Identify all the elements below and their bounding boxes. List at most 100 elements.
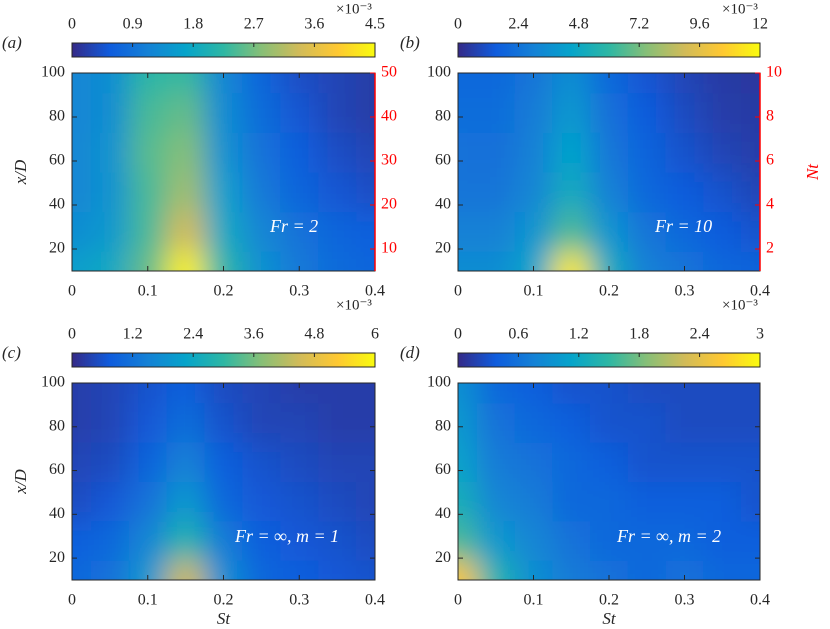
field-cell [318,560,357,580]
y-tick-label: 100 [427,64,451,81]
field-cell [318,132,357,173]
field-cell [242,383,281,404]
field-cell [318,442,357,482]
field-cell [476,560,516,580]
field-cell [590,383,629,404]
field-cell [665,402,704,443]
colorbar-tick-label: 4.8 [569,16,589,33]
field-cell [128,402,168,443]
field-cell [741,442,760,482]
x-tick-label: 0.4 [365,283,385,300]
field-cell [318,73,357,94]
y2-tick-label: 10 [766,64,782,81]
colorbar [71,352,376,368]
field-cell [514,481,553,522]
field-cell [590,251,629,271]
field-cell [318,481,357,522]
y-tick-label: 80 [435,108,451,125]
field-cell [458,211,478,252]
field-cell [458,73,478,94]
x-tick-label: 0.1 [524,283,544,300]
field-cell [242,92,281,133]
field-cell [356,251,375,271]
field-cell [741,251,760,271]
x-tick-label: 0.1 [138,283,158,300]
field-cell [242,402,281,443]
field-cell [242,172,281,213]
x-tick-label: 0.4 [750,283,770,300]
field-cell [242,73,281,94]
y-tick-label: 80 [49,108,65,125]
x-tick-label: 0.3 [289,283,309,300]
colorbar-tick-label: 1.8 [183,16,203,33]
panel-label: (d) [400,343,420,362]
field-cell [72,251,92,271]
field-cell [128,481,168,522]
y-tick-label: 20 [49,549,65,566]
x-axis-label: St [217,609,232,628]
field-cell [476,442,516,482]
field-cell [280,132,319,173]
field-cell [128,211,168,252]
field-cell [476,132,516,173]
colorbar-exponent: ×10⁻³ [722,1,758,17]
field-cell [356,402,375,443]
field-cells [72,73,375,271]
field-cells [458,383,760,580]
field-cell [514,172,553,213]
y2-tick-label: 6 [766,152,774,169]
field-cell [166,251,206,271]
field-cell [204,402,243,443]
x-tick-label: 0.1 [524,592,544,609]
field-cell [280,383,319,404]
field-cell [318,172,357,213]
colorbar-exponent: ×10⁻³ [722,297,758,313]
colorbar-exponent: ×10⁻³ [336,1,372,17]
colorbar-exponent: ×10⁻³ [336,297,372,313]
field-cell [356,442,375,482]
field-cell [627,73,667,94]
field-cell [166,73,206,94]
field-cell [90,251,130,271]
field-cell [590,520,629,561]
field-cell [128,172,168,213]
field-cell [552,132,591,173]
field-cell [280,402,319,443]
field-cell [627,560,667,580]
field-cell [476,402,516,443]
field-cell [356,132,375,173]
field-cell [627,211,667,252]
field-cell [741,92,760,133]
field-cell [458,442,478,482]
field-cell [627,383,667,404]
field-cell [356,560,375,580]
colorbar-tick-label: 6 [371,326,379,343]
field-cell [166,92,206,133]
field-cell [514,520,553,561]
y-tick-label: 60 [49,461,65,478]
field-cell [590,132,629,173]
colorbar-tick-label: 4.8 [304,326,324,343]
field-cell [476,73,516,94]
y2-tick-label: 40 [381,108,397,125]
field-cell [590,560,629,580]
field-cell [590,402,629,443]
field-cell [590,92,629,133]
x-tick-label: 0.2 [214,592,234,609]
y-tick-label: 60 [49,152,65,169]
field-cell [90,172,130,213]
field-cell [166,442,206,482]
annotation: Fr = 10 [654,216,712,236]
field-cell [280,251,319,271]
field-cell [280,520,319,561]
field-cell [741,520,760,561]
y-tick-label: 20 [49,240,65,257]
colorbar-tick-label: 2.7 [244,16,264,33]
colorbar-tick-label: 12 [752,16,768,33]
field-cell [665,132,704,173]
field-cell [741,132,760,173]
field-cell [627,92,667,133]
field-cell [72,211,92,252]
field-cell [72,560,92,580]
field-cell [665,560,704,580]
